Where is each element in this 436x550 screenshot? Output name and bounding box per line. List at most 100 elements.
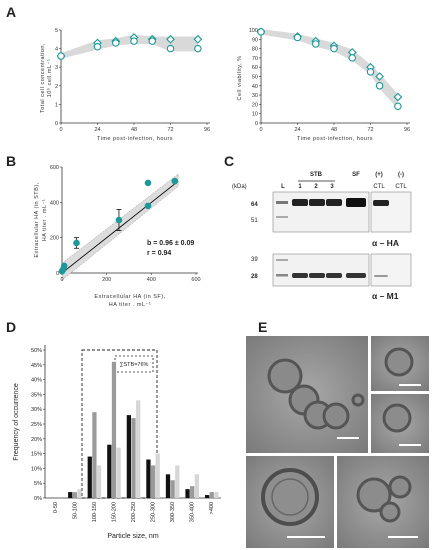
tem-particle-5a [356,477,392,513]
band-chartA1 [61,34,198,59]
d-category-label-1: 50-100 [72,502,78,519]
xtick-label-3: 72 [367,127,373,133]
a1-ylabel-1: Total cell concentration, [40,43,46,113]
tem-scalebar-1 [337,437,359,439]
blot-ha-controls [370,191,412,233]
m1-band-3 [326,273,342,278]
d-category-label-2: 100-150 [92,502,98,522]
d-ytick-label-3: 15% [31,452,42,458]
b-point-4 [115,216,123,224]
lane-label-2: 2 [314,184,318,190]
ytick-label-4: 40 [252,84,258,90]
ytick-label-3: 3 [55,65,58,71]
lane-label-3: 3 [330,184,334,190]
lane-label-sf: SF [352,172,360,178]
d-bar-2-4 [136,400,141,498]
d-bar-1-4 [131,418,136,498]
panel-label-a: A [6,4,16,20]
point-diamond-0-7 [393,92,403,102]
d-category-label-4: 200-250 [131,502,137,522]
b-r-annotation: r = 0.94 [147,250,171,257]
point-circle-1-6 [194,44,202,53]
point-circle-1-1 [293,33,302,42]
tem-scalebar-5 [388,536,418,538]
tem-particle-3 [382,403,412,433]
xtick-label-4: 96 [404,127,410,133]
d-bar-2-2 [96,465,102,498]
m1-ladder-band-28 [276,274,288,277]
b-ylabel-1: Extracellular HA (in STB), [34,182,40,257]
lane-label-pos: (+) [375,172,383,178]
m1-band-1 [292,273,308,278]
ytick-label-5: 50 [252,75,258,81]
tem-particle-4-inner [271,478,309,516]
b-point-6 [144,179,152,187]
d-bar-0-2 [87,456,92,498]
a2-xlabel: Time post-infection, hours [297,136,373,142]
d-xlabel: Particle size, nm [107,533,159,540]
d-bar-2-5 [155,453,160,498]
xtick-label-3: 72 [167,127,173,133]
d-ylabel: Frequency of occurrence [13,383,20,461]
blot-m1-main [272,253,370,287]
d-bar-2-8 [214,492,219,498]
d-category-label-3: 150-200 [111,502,117,522]
b-xlabel-1: Extracellular HA (in SF), [94,294,165,300]
ha-ladder-band-51 [276,216,288,218]
d-bar-2-7 [194,474,199,498]
d-bar-1-2 [92,412,97,498]
ytick-label-4: 4 [55,47,58,53]
alpha-m1-label: α – M1 [372,291,399,301]
ytick-label-0: 0 [55,121,58,127]
d-bar-1-6 [170,480,175,498]
ytick-label-1: 10 [252,112,258,118]
a1-xlabel: Time post-infection, hours [97,136,173,142]
point-circle-1-2 [112,39,120,47]
mw-39: 39 [251,257,258,263]
panel-label-e: E [258,319,267,335]
d-bar-1-8 [209,492,214,498]
d-bar-2-1 [77,489,82,498]
ctl-label-pos: CTL [373,184,385,190]
point-circle-1-3 [330,44,338,53]
ytick-label-7: 70 [252,56,258,62]
point-circle-1-5 [366,68,375,76]
ha-band-3 [326,199,342,206]
b-ytick-label-2: 400 [50,200,59,206]
d-bar-0-7 [185,489,190,498]
m1-band-sf [346,273,366,278]
d-category-label-7: 350-400 [190,502,196,522]
band-chartA2 [261,29,398,110]
d-category-label-5: 250-300 [151,502,157,522]
tem-particle-4 [261,468,319,526]
western-blot: (kDa) STB L 1 2 3 SF (+) (-) CTL CTL 64 … [232,172,412,301]
d-ytick-label-6: 30% [31,407,42,413]
d-ytick-label-10: 50% [31,348,42,354]
lane-label-l: L [281,184,285,190]
d-ytick-label-1: 5% [34,481,42,487]
tem-scalebar-4 [287,536,325,538]
ha-band-sf [346,198,366,207]
mw-51: 51 [251,218,258,224]
point-circle-1-2 [311,40,320,48]
d-category-label-6: 300-350 [170,502,176,522]
b-xlabel-2: HA titer . mL⁻¹ [109,302,152,308]
ytick-label-1: 1 [55,102,58,108]
d-bar-2-6 [175,465,180,498]
d-annotation-text: ∑STB=76% [120,362,149,368]
lane-label-neg: (-) [398,172,404,178]
b-xtick-label-3: 600 [191,277,200,283]
point-circle-1-4 [148,37,157,45]
blot-m1-controls [370,253,412,287]
m1-band-ctl-pos [374,275,388,277]
b-point-7 [171,177,179,185]
tem-particle-5c [379,501,401,523]
ytick-label-8: 80 [252,47,258,53]
panel-label-b: B [6,153,16,169]
d-bar-1-1 [72,492,77,498]
chart-b-ha-correlation: Extracellular HA (in STB), HA titer . mL… [34,165,201,308]
b-point-2 [60,262,68,270]
d-bar-0-8 [204,495,210,498]
ha-band-1 [292,199,308,206]
tem-particle-5b [388,475,412,499]
